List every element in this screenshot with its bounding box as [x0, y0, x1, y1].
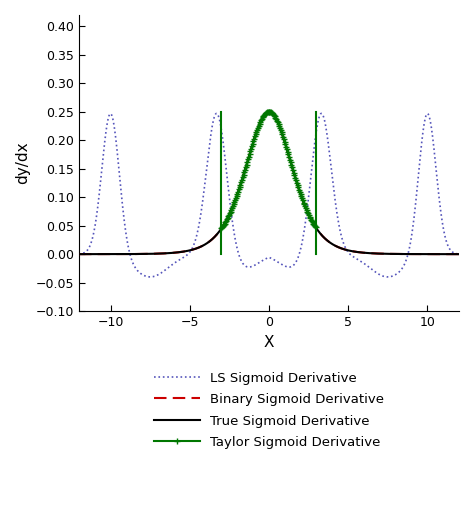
Line: Binary Sigmoid Derivative: Binary Sigmoid Derivative	[79, 112, 459, 254]
True Sigmoid Derivative	[456, 251, 462, 257]
Line: LS Sigmoid Derivative: LS Sigmoid Derivative	[79, 114, 459, 277]
LS Sigmoid Derivative	[456, 251, 462, 257]
Binary Sigmoid Derivative	[445, 251, 450, 257]
True Sigmoid Derivative	[445, 251, 450, 257]
Binary Sigmoid Derivative	[456, 251, 462, 257]
Taylor Sigmoid Derivative	[260, 113, 266, 119]
Legend: LS Sigmoid Derivative, Binary Sigmoid Derivative, True Sigmoid Derivative, Taylo: LS Sigmoid Derivative, Binary Sigmoid De…	[147, 365, 391, 456]
Taylor Sigmoid Derivative	[219, 225, 224, 231]
LS Sigmoid Derivative	[257, 259, 263, 265]
True Sigmoid Derivative	[239, 178, 245, 184]
Binary Sigmoid Derivative	[236, 187, 241, 194]
True Sigmoid Derivative	[236, 187, 241, 194]
LS Sigmoid Derivative	[214, 111, 219, 117]
Binary Sigmoid Derivative	[239, 178, 245, 184]
Y-axis label: dy/dx: dy/dx	[15, 142, 30, 184]
Binary Sigmoid Derivative	[266, 109, 272, 115]
True Sigmoid Derivative	[352, 249, 358, 255]
Taylor Sigmoid Derivative	[257, 120, 263, 126]
Taylor Sigmoid Derivative	[294, 181, 300, 187]
Binary Sigmoid Derivative	[76, 251, 82, 257]
True Sigmoid Derivative	[256, 121, 262, 127]
Binary Sigmoid Derivative	[256, 121, 262, 127]
Taylor Sigmoid Derivative	[266, 109, 272, 115]
True Sigmoid Derivative	[76, 251, 82, 257]
X-axis label: X: X	[264, 334, 274, 350]
LS Sigmoid Derivative	[352, 255, 358, 261]
LS Sigmoid Derivative	[426, 112, 431, 118]
LS Sigmoid Derivative	[147, 274, 153, 280]
LS Sigmoid Derivative	[76, 251, 82, 257]
Line: Taylor Sigmoid Derivative: Taylor Sigmoid Derivative	[218, 109, 320, 232]
Binary Sigmoid Derivative	[426, 251, 431, 257]
Taylor Sigmoid Derivative	[293, 176, 299, 182]
Line: True Sigmoid Derivative: True Sigmoid Derivative	[79, 112, 459, 254]
True Sigmoid Derivative	[426, 251, 431, 257]
LS Sigmoid Derivative	[445, 242, 450, 248]
LS Sigmoid Derivative	[239, 259, 245, 265]
True Sigmoid Derivative	[266, 109, 272, 115]
Taylor Sigmoid Derivative	[314, 225, 319, 231]
Taylor Sigmoid Derivative	[228, 207, 234, 214]
LS Sigmoid Derivative	[236, 251, 242, 258]
Binary Sigmoid Derivative	[352, 249, 358, 255]
Taylor Sigmoid Derivative	[284, 146, 290, 152]
